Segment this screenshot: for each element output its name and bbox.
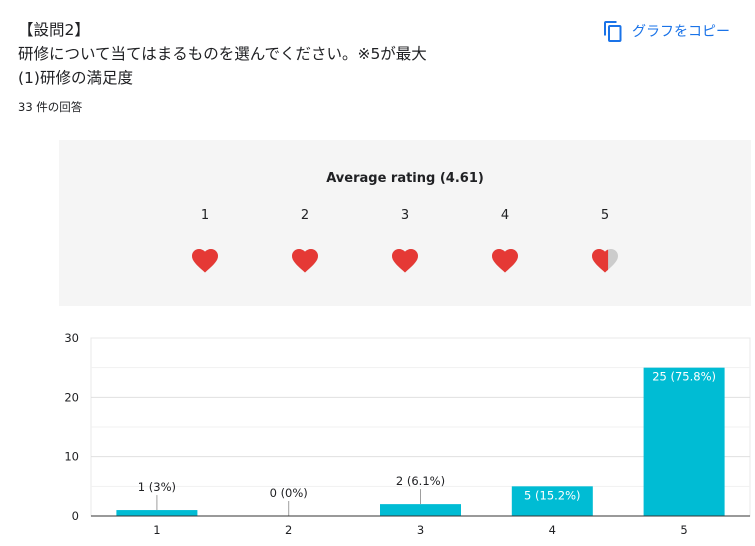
rating-scale-label-3: 3: [400, 208, 410, 223]
x-tick-label-1: 1: [153, 523, 160, 537]
y-tick-label: 20: [64, 390, 79, 404]
bar-1: [116, 510, 198, 516]
average-rating-panel: Average rating (4.61) 1 2 3 4 5: [59, 140, 751, 306]
data-label-5: 25 (75.8%): [652, 370, 716, 384]
y-tick-label: 10: [64, 450, 79, 464]
heart-icon: [291, 248, 319, 274]
x-tick-label-3: 3: [417, 523, 424, 537]
y-tick-label: 30: [64, 331, 79, 345]
rating-scale-label-1: 1: [200, 208, 210, 223]
average-rating-title: Average rating (4.61): [326, 171, 484, 186]
question-number: 【設問2】: [18, 21, 90, 39]
copy-chart-button[interactable]: グラフをコピー: [603, 18, 730, 44]
rating-scale-label-4: 4: [500, 208, 510, 223]
question-text: 研修について当てはまるものを選んでください。※5が最大: [18, 45, 427, 63]
question-subtitle: (1)研修の満足度: [18, 69, 133, 87]
rating-scale-label-2: 2: [300, 208, 310, 223]
heart-icon: [391, 248, 419, 274]
data-label-4: 5 (15.2%): [524, 488, 580, 502]
copy-chart-label: グラフをコピー: [632, 24, 730, 40]
response-count: 33 件の回答: [18, 100, 83, 114]
question-header: 【設問2】 研修について当てはまるものを選んでください。※5が最大 (1)研修の…: [18, 18, 578, 90]
heart-icon: [491, 248, 519, 274]
data-label-2: 0 (0%): [270, 486, 308, 500]
copy-icon: [603, 20, 623, 42]
heart-icon: [191, 248, 219, 274]
y-tick-label: 0: [72, 509, 79, 523]
bar-5: [643, 367, 725, 516]
heart-icon: [591, 248, 619, 274]
rating-scale-label-5: 5: [600, 208, 610, 223]
bar-4: [511, 486, 593, 516]
x-tick-label-5: 5: [680, 523, 687, 537]
x-tick-label-2: 2: [285, 523, 292, 537]
data-label-1: 1 (3%): [138, 480, 176, 494]
x-tick-label-4: 4: [549, 523, 556, 537]
bar-chart: 0 10 20 30 1 (3%) 1 0 (0%) 2 2 (6.1%) 3 5 (15.2%) 4…: [64, 331, 751, 537]
data-label-3: 2 (6.1%): [396, 474, 445, 488]
bar-3: [380, 504, 461, 516]
